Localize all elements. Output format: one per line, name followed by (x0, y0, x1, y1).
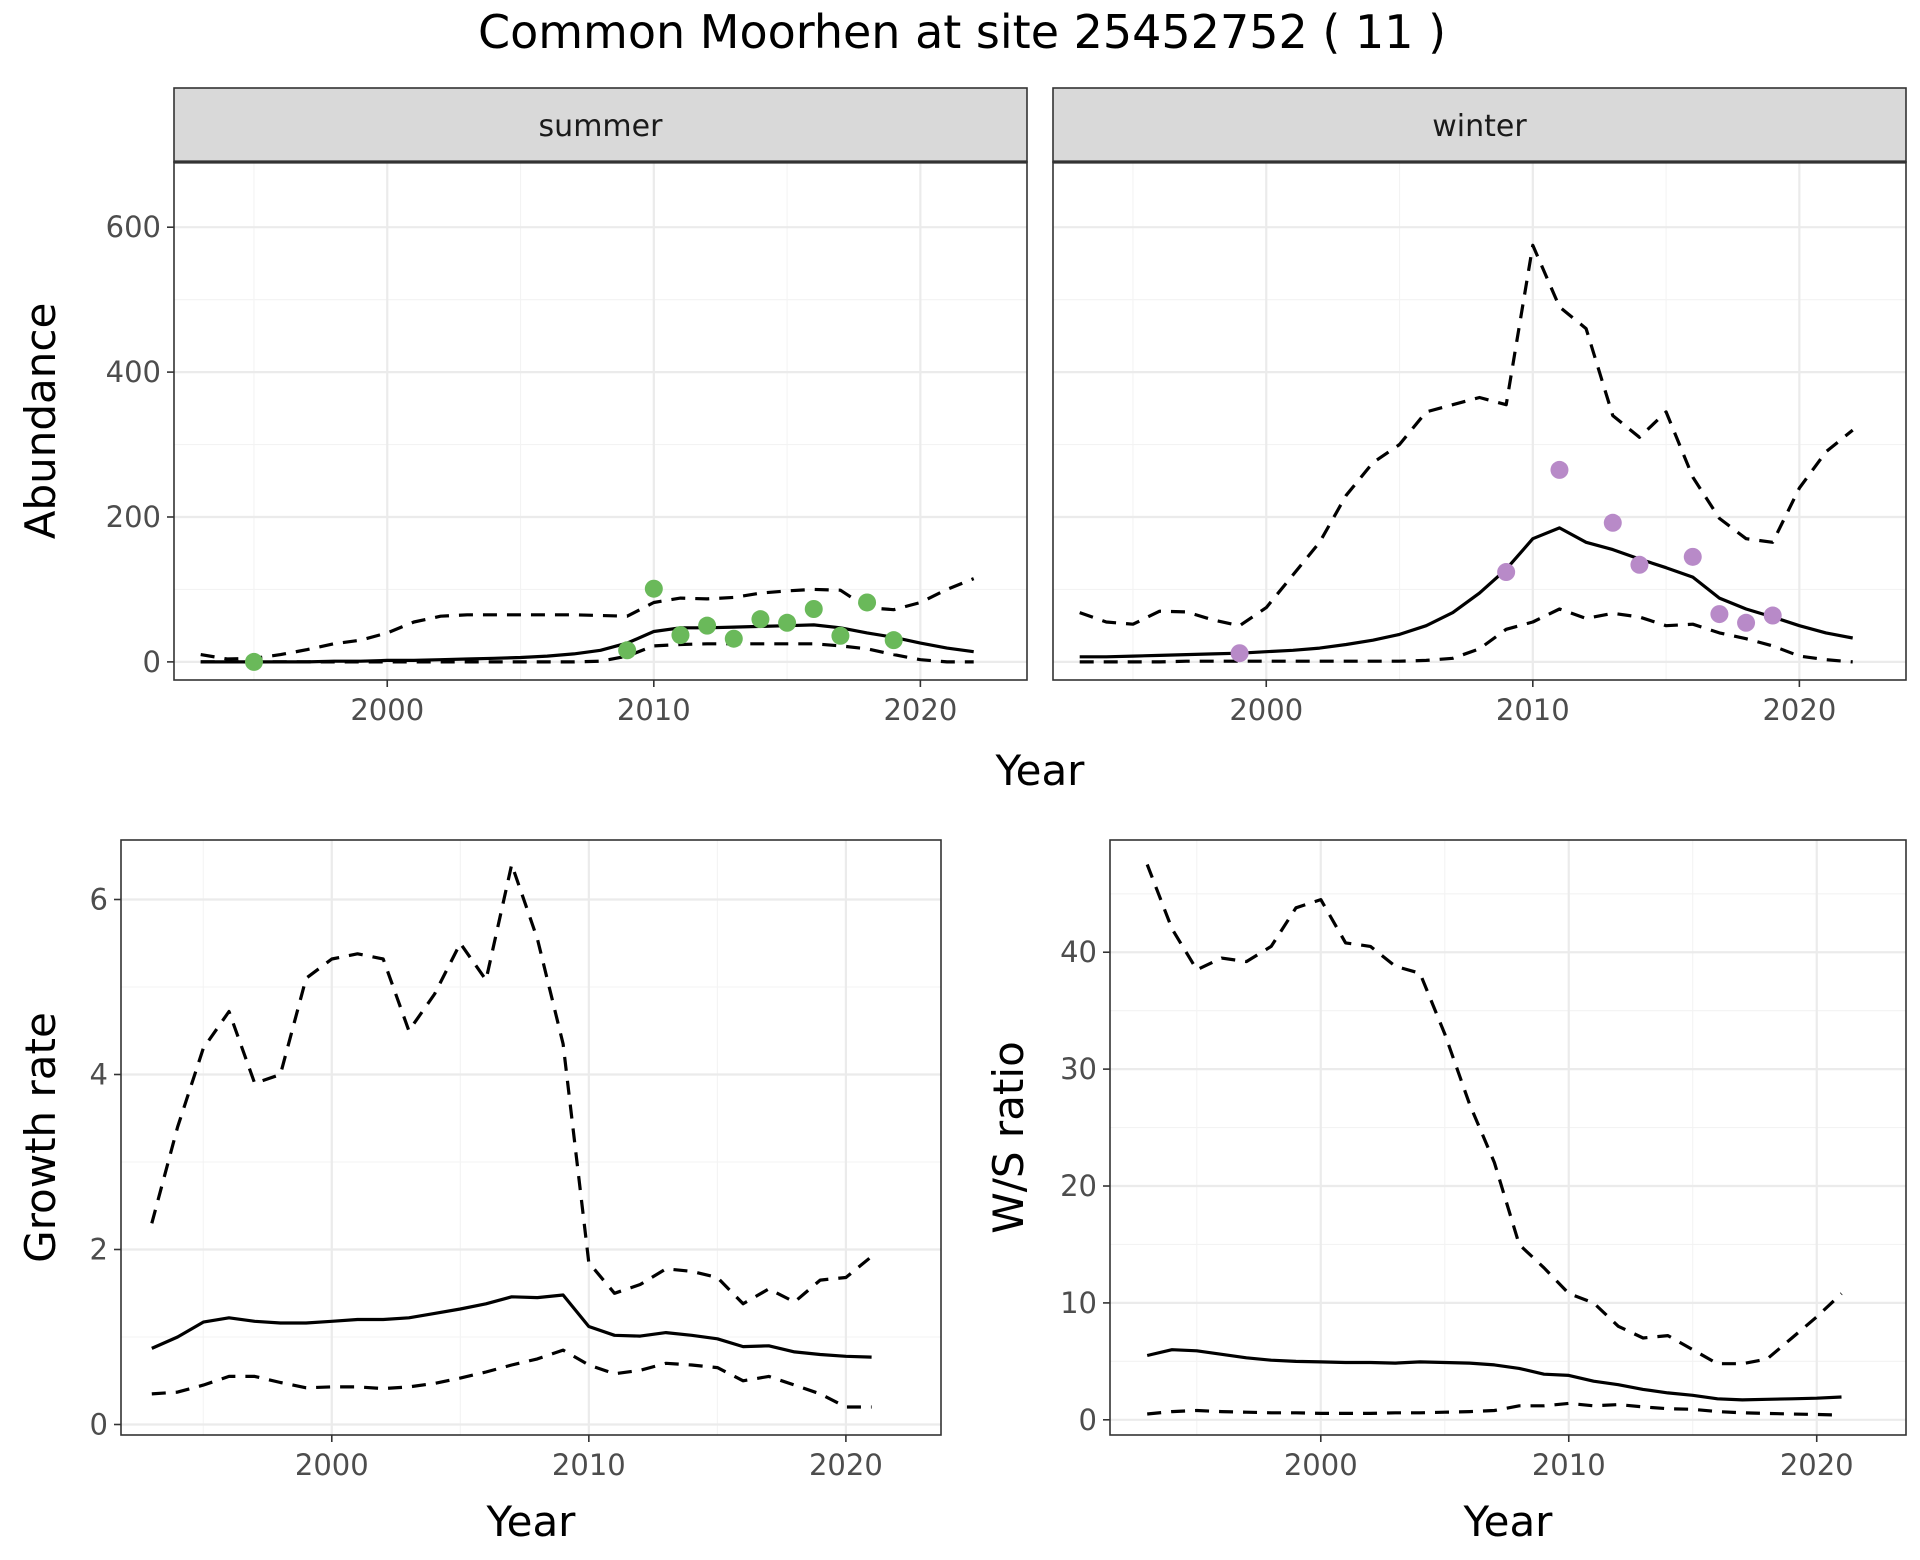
x-axis-title: Year (486, 1497, 577, 1546)
y-tick-label: 40 (1060, 935, 1097, 969)
x-tick-label: 2000 (350, 693, 424, 727)
x-tick-label: 2000 (295, 1448, 369, 1482)
data-point-winter (1630, 555, 1649, 574)
series-line-lower (200, 642, 974, 664)
data-point-winter (1683, 547, 1702, 566)
y-tick-label: 4 (90, 1058, 108, 1092)
y-tick-label: 600 (106, 210, 161, 244)
data-point-summer (244, 652, 263, 671)
series-line-lower (151, 1348, 872, 1409)
data-point-winter (1550, 460, 1569, 479)
series-line-upper (150, 862, 873, 1306)
y-axis-title: Growth rate (16, 1012, 65, 1263)
series-line-upper (1079, 243, 1854, 628)
y-axis-title: Abundance (16, 303, 65, 540)
facet-strip (1052, 87, 1907, 163)
series-line-mean (1079, 526, 1854, 659)
panel-winter: winter 2000 2010 2020 (1052, 87, 1907, 727)
y-tick-label: 0 (1079, 1403, 1097, 1437)
panel-border (1052, 161, 1907, 681)
y-tick-label: 30 (1060, 1052, 1097, 1086)
series-line-lower (1079, 607, 1853, 664)
x-axis-title: Year (1463, 1497, 1554, 1546)
data-point-summer (858, 593, 877, 612)
x-tick-label: 2010 (552, 1448, 626, 1482)
panel-summer: summer 2000 2010 2020 0 200 400 600 Abundance Yea… (16, 87, 1086, 795)
data-point-winter (1763, 606, 1782, 625)
y-tick-label: 0 (90, 1408, 108, 1442)
x-tick-label: 2010 (1532, 1448, 1606, 1482)
y-tick-label: 2 (90, 1233, 108, 1267)
data-point-summer (671, 626, 690, 645)
series-line-lower (1147, 1401, 1842, 1417)
data-point-summer (831, 626, 850, 645)
series-line-upper (1145, 863, 1843, 1366)
y-axis-title: W/S ratio (984, 1041, 1033, 1234)
y-tick-label: 200 (106, 500, 161, 534)
series-line-mean (1146, 1348, 1842, 1402)
panel-border (1109, 839, 1907, 1436)
series-line-upper (200, 577, 975, 661)
x-axis-title: Year (995, 746, 1086, 795)
panel-growth: 2000 2010 2020 0 2 4 6 Growth rate Year (16, 839, 942, 1546)
x-tick-label: 2010 (617, 693, 691, 727)
data-point-summer (698, 616, 717, 635)
data-point-summer (644, 579, 663, 598)
data-point-winter (1737, 613, 1756, 632)
x-tick-label: 2020 (1762, 693, 1836, 727)
panel-ratio: 2000 2010 2020 0 10 20 30 40 W/S ratio Year (984, 839, 1907, 1546)
y-tick-label: 20 (1060, 1169, 1097, 1203)
y-tick-label: 400 (106, 355, 161, 389)
facet-strip (173, 87, 1028, 163)
x-tick-label: 2020 (809, 1448, 883, 1482)
facet-strip-label: summer (539, 109, 664, 144)
data-point-winter (1230, 644, 1249, 663)
data-point-summer (778, 613, 797, 632)
data-point-summer (751, 610, 770, 629)
series-line-mean (200, 623, 974, 664)
y-tick-label: 0 (143, 645, 161, 679)
data-point-summer (724, 629, 743, 648)
data-point-winter (1497, 563, 1516, 582)
data-point-summer (884, 631, 903, 650)
data-point-winter (1603, 513, 1622, 532)
x-tick-label: 2000 (1284, 1448, 1358, 1482)
series-line-mean (151, 1293, 872, 1359)
data-point-summer (804, 600, 823, 619)
panel-border (173, 161, 1028, 681)
panel-border (120, 839, 942, 1436)
y-tick-label: 6 (90, 883, 108, 917)
facet-strip-label: winter (1432, 109, 1527, 144)
y-tick-label: 10 (1060, 1286, 1097, 1320)
data-point-summer (618, 641, 637, 660)
x-tick-label: 2020 (1780, 1448, 1854, 1482)
chart-title: Common Moorhen at site 25452752 ( 11 ) (478, 5, 1446, 59)
x-tick-label: 2020 (883, 693, 957, 727)
x-tick-label: 2010 (1496, 693, 1570, 727)
data-point-winter (1710, 605, 1729, 624)
x-tick-label: 2000 (1229, 693, 1303, 727)
